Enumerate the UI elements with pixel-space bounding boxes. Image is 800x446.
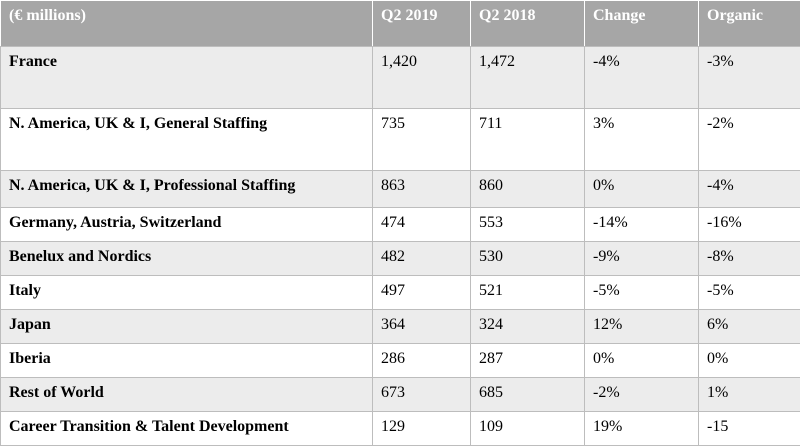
q2-2018-cell: 287 [471, 344, 585, 378]
region-cell: Iberia [1, 344, 373, 378]
change-cell: -14% [585, 208, 699, 242]
header-organic: Organic [699, 1, 800, 47]
table-row: Germany, Austria, Switzerland 474 553 -1… [1, 208, 800, 242]
organic-cell: -5% [699, 276, 800, 310]
organic-cell: -4% [699, 171, 800, 208]
table-row: N. America, UK & I, General Staffing 735… [1, 109, 800, 171]
q2-2019-cell: 364 [373, 310, 471, 344]
organic-cell: -16% [699, 208, 800, 242]
organic-cell: 0% [699, 344, 800, 378]
table-row: Japan 364 324 12% 6% [1, 310, 800, 344]
change-cell: 3% [585, 109, 699, 171]
region-cell: France [1, 47, 373, 109]
change-cell: -2% [585, 378, 699, 412]
q2-2019-cell: 863 [373, 171, 471, 208]
header-q2-2019: Q2 2019 [373, 1, 471, 47]
revenue-table-container: (€ millions) Q2 2019 Q2 2018 Change Orga… [0, 0, 800, 434]
organic-cell: 1% [699, 378, 800, 412]
change-cell: 0% [585, 344, 699, 378]
change-cell: -4% [585, 47, 699, 109]
table-row: France 1,420 1,472 -4% -3% [1, 47, 800, 109]
region-cell: Italy [1, 276, 373, 310]
q2-2019-cell: 673 [373, 378, 471, 412]
organic-cell: -3% [699, 47, 800, 109]
region-cell: N. America, UK & I, Professional Staffin… [1, 171, 373, 208]
change-cell: 0% [585, 171, 699, 208]
q2-2019-cell: 286 [373, 344, 471, 378]
header-row: (€ millions) Q2 2019 Q2 2018 Change Orga… [1, 1, 800, 47]
q2-2019-cell: 482 [373, 242, 471, 276]
q2-2018-cell: 860 [471, 171, 585, 208]
organic-cell: -8% [699, 242, 800, 276]
change-cell: -9% [585, 242, 699, 276]
table-row: Iberia 286 287 0% 0% [1, 344, 800, 378]
header-change: Change [585, 1, 699, 47]
change-cell: 12% [585, 310, 699, 344]
q2-2018-cell: 521 [471, 276, 585, 310]
q2-2018-cell: 685 [471, 378, 585, 412]
region-cell: Germany, Austria, Switzerland [1, 208, 373, 242]
change-cell: 19% [585, 412, 699, 446]
q2-2018-cell: 711 [471, 109, 585, 171]
q2-2018-cell: 109 [471, 412, 585, 446]
table-row: Italy 497 521 -5% -5% [1, 276, 800, 310]
q2-2019-cell: 497 [373, 276, 471, 310]
region-cell: Career Transition & Talent Development [1, 412, 373, 446]
table-row: Rest of World 673 685 -2% 1% [1, 378, 800, 412]
q2-2019-cell: 129 [373, 412, 471, 446]
region-cell: N. America, UK & I, General Staffing [1, 109, 373, 171]
table-row: N. America, UK & I, Professional Staffin… [1, 171, 800, 208]
q2-2018-cell: 1,472 [471, 47, 585, 109]
q2-2018-cell: 530 [471, 242, 585, 276]
q2-2018-cell: 553 [471, 208, 585, 242]
change-cell: -5% [585, 276, 699, 310]
q2-2019-cell: 474 [373, 208, 471, 242]
header-q2-2018: Q2 2018 [471, 1, 585, 47]
region-cell: Japan [1, 310, 373, 344]
organic-cell: -2% [699, 109, 800, 171]
organic-cell: 6% [699, 310, 800, 344]
organic-cell: -15 [699, 412, 800, 446]
q2-2018-cell: 324 [471, 310, 585, 344]
region-cell: Rest of World [1, 378, 373, 412]
header-region: (€ millions) [1, 1, 373, 47]
table-row: Career Transition & Talent Development 1… [1, 412, 800, 446]
region-cell: Benelux and Nordics [1, 242, 373, 276]
q2-2019-cell: 1,420 [373, 47, 471, 109]
q2-2019-cell: 735 [373, 109, 471, 171]
table-row: Benelux and Nordics 482 530 -9% -8% [1, 242, 800, 276]
